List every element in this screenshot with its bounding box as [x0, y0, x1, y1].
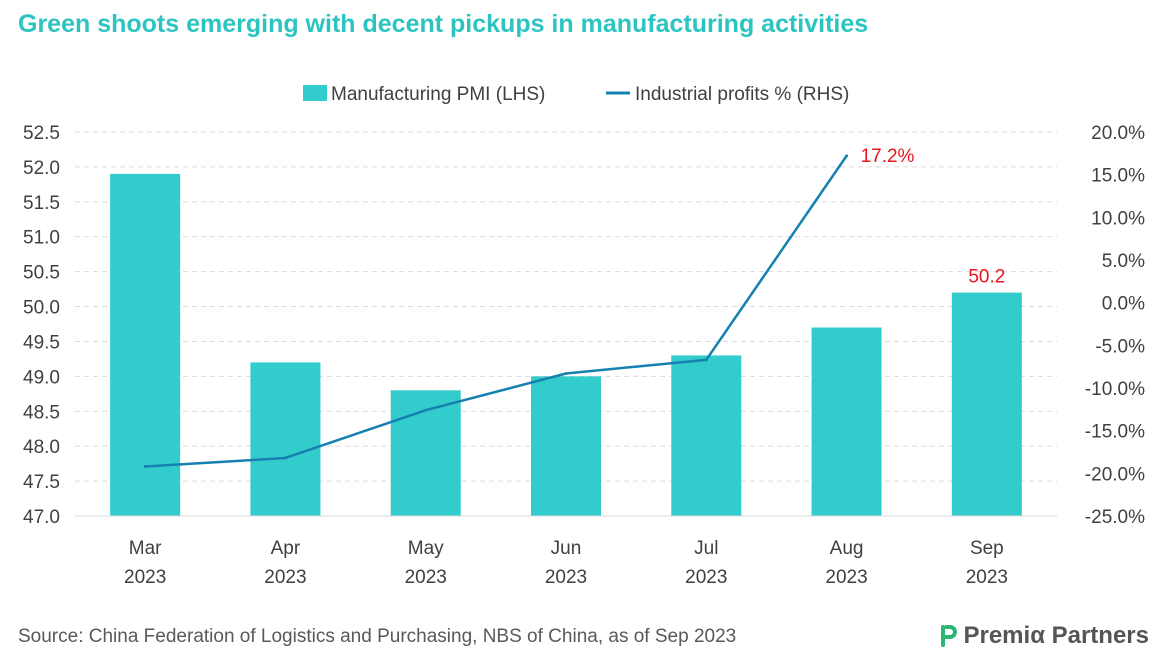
industrial-profits-point — [845, 154, 849, 158]
right-axis-tick-label: 15.0% — [1091, 166, 1145, 187]
right-axis-tick-label: -5.0% — [1095, 336, 1145, 357]
right-axis-tick-label: -15.0% — [1085, 422, 1145, 443]
right-axis-tick-label: -25.0% — [1085, 507, 1145, 528]
left-axis-tick-label: 48.5 — [23, 402, 60, 423]
industrial-profits-point — [564, 371, 568, 375]
legend-bar-label: Manufacturing PMI (LHS) — [331, 84, 545, 105]
premia-logo-icon — [941, 625, 958, 647]
left-axis-tick-label: 52.0 — [23, 158, 60, 179]
x-axis-month-label: Apr — [271, 538, 301, 559]
x-axis-year-label: 2023 — [124, 567, 166, 588]
x-axis-month-label: Sep — [970, 538, 1004, 559]
x-axis-year-label: 2023 — [264, 567, 306, 588]
industrial-profits-point — [424, 408, 428, 412]
x-axis-year-label: 2023 — [966, 567, 1008, 588]
left-axis-tick-label: 49.0 — [23, 367, 60, 388]
x-axis-month-label: Aug — [830, 538, 864, 559]
right-axis-tick-label: -10.0% — [1085, 379, 1145, 400]
left-axis-tick-label: 52.5 — [23, 123, 60, 144]
x-axis-month-label: May — [408, 538, 444, 559]
right-axis-tick-label: 5.0% — [1102, 251, 1145, 272]
right-axis-tick-label: 0.0% — [1102, 294, 1145, 315]
industrial-profits-point — [704, 358, 708, 362]
x-axis-year-label: 2023 — [405, 567, 447, 588]
x-axis-month-label: Mar — [129, 538, 162, 559]
x-axis-month-label: Jul — [694, 538, 718, 559]
left-axis-tick-label: 47.5 — [23, 472, 60, 493]
pmi-data-label: 50.2 — [968, 267, 1005, 288]
right-axis-tick-label: -20.0% — [1085, 464, 1145, 485]
industrial-profits-line — [145, 155, 848, 468]
industrial-profits-point — [143, 465, 147, 469]
left-axis-tick-label: 48.0 — [23, 437, 60, 458]
industrial-profits-point — [283, 456, 287, 460]
legend-line-label: Industrial profits % (RHS) — [635, 84, 849, 105]
left-axis-tick-label: 51.0 — [23, 228, 60, 249]
left-axis-tick-label: 50.0 — [23, 298, 60, 319]
left-axis-tick-label: 50.5 — [23, 263, 60, 284]
pmi-bar — [951, 292, 1022, 516]
pmi-bar — [811, 327, 882, 516]
brand-name: Premiα Partners — [963, 622, 1149, 649]
pmi-bar — [531, 376, 601, 516]
left-axis-tick-label: 47.0 — [23, 507, 60, 528]
source-note: Source: China Federation of Logistics an… — [18, 626, 737, 647]
pmi-bar — [110, 173, 181, 516]
x-axis-year-label: 2023 — [545, 567, 587, 588]
brand-logo: Premiα Partners — [939, 622, 1149, 650]
right-axis-tick-label: 20.0% — [1091, 123, 1145, 144]
profits-data-label: 17.2% — [861, 146, 915, 167]
left-axis-tick-label: 51.5 — [23, 193, 60, 214]
right-axis-tick-label: 10.0% — [1091, 208, 1145, 229]
left-axis-tick-label: 49.5 — [23, 332, 60, 353]
x-axis-year-label: 2023 — [825, 567, 867, 588]
x-axis-month-label: Jun — [551, 538, 582, 559]
legend-bar-swatch — [303, 85, 327, 101]
x-axis-year-label: 2023 — [685, 567, 727, 588]
pmi-bar — [671, 355, 742, 516]
chart-title: Green shoots emerging with decent pickup… — [18, 10, 869, 38]
pmi-bar — [250, 362, 321, 516]
